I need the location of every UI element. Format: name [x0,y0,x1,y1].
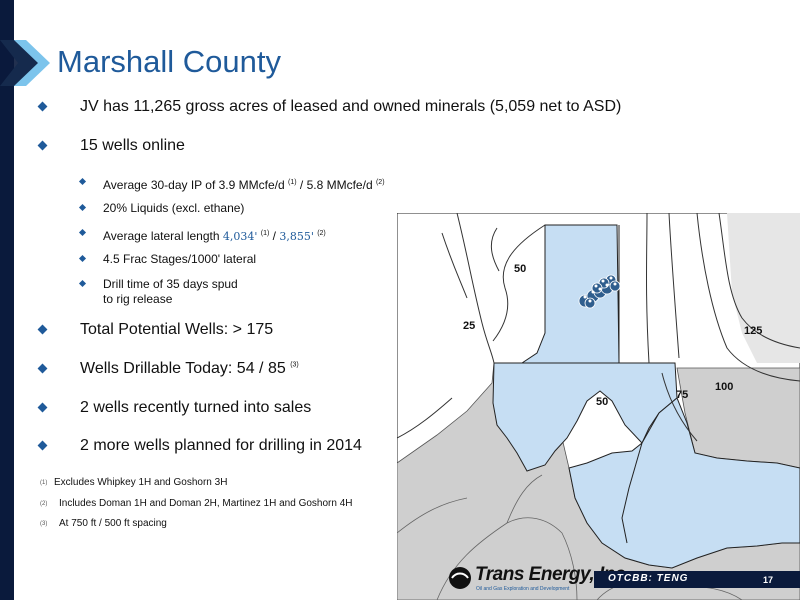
diamond-bullet-icon [37,101,48,112]
company-name: Trans Energy, Inc. [475,564,630,585]
page-title: Marshall County [57,44,281,79]
diamond-bullet-icon [37,363,48,374]
diamond-bullet-icon [37,324,48,335]
page-number: 17 [763,575,774,585]
left-accent-bar [0,0,14,600]
gray-land-upper-right [727,213,800,363]
diamond-bullet-icon [78,177,87,186]
contour-label-125: 125 [744,325,762,337]
chevron-arrow-icon [0,40,50,86]
well-marker [591,282,603,294]
company-logo-icon [449,567,471,589]
diamond-bullet-icon [37,402,48,413]
contour-label-25: 25 [463,320,475,332]
ticker-symbol: OTCBB: TENG [608,573,689,584]
diamond-bullet-icon [78,279,87,288]
diamond-bullet-icon [78,254,87,263]
lease-map: 50 25 125 50 75 100 [397,213,800,600]
well-cluster [578,274,621,309]
diamond-bullet-icon [78,203,87,212]
footer-bar [594,571,800,588]
contour-label-50-mid: 50 [596,396,608,408]
contour-label-50-top: 50 [514,263,526,275]
diamond-bullet-icon [37,440,48,451]
company-tagline: Oil and Gas Exploration and Development [476,586,570,592]
well-marker [584,297,596,309]
diamond-bullet-icon [37,140,48,151]
contour-label-75: 75 [676,389,688,401]
well-marker [609,280,621,292]
contour-label-100: 100 [715,381,733,393]
diamond-bullet-icon [78,228,87,237]
lease-area-right [568,397,800,569]
